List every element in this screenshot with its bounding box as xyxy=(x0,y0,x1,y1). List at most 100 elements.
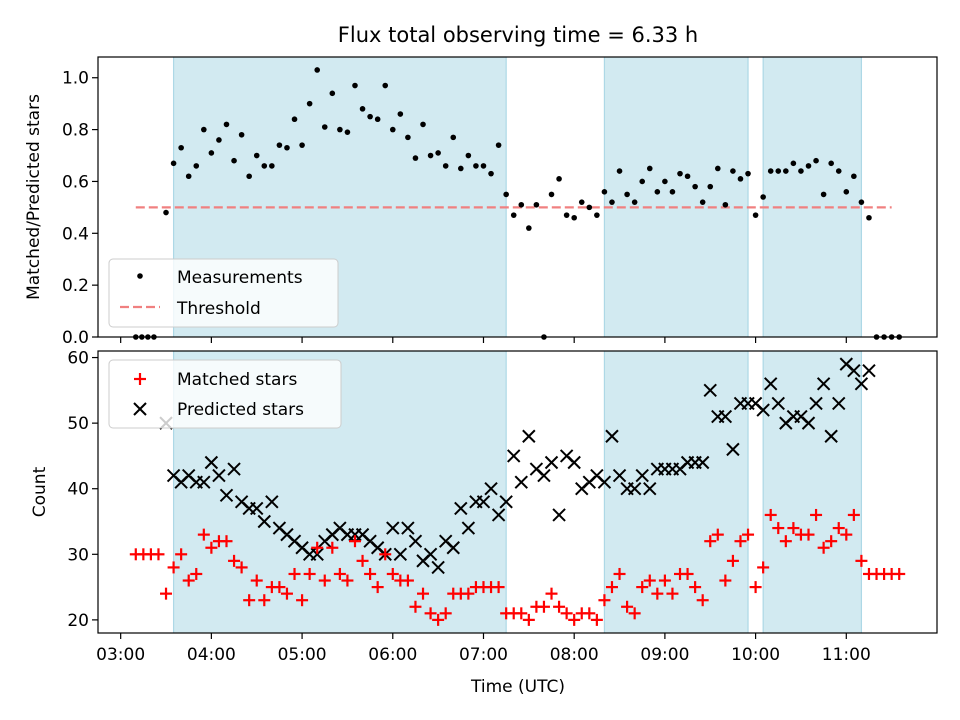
count-y-ticks: 20 30 40 50 60 xyxy=(67,349,98,631)
predicted-point-81 xyxy=(771,396,785,411)
measurement-point-50 xyxy=(510,212,517,218)
ratio-legend-box xyxy=(108,258,339,328)
ratio-window-1 xyxy=(604,57,749,337)
ratio-ytick-label-5: 1.0 xyxy=(62,69,89,89)
count-window-1 xyxy=(604,351,749,633)
count-points xyxy=(129,357,906,626)
matched-point-56 xyxy=(553,600,566,613)
ratio-x-ticks xyxy=(120,337,847,343)
matched-point-33 xyxy=(379,548,392,561)
matched-point-48 xyxy=(492,581,505,594)
matched-point-75 xyxy=(696,594,709,607)
ratio-observing-windows xyxy=(172,57,863,337)
measurement-point-22 xyxy=(299,142,305,148)
count-xtick-label-4: 07:00 xyxy=(459,645,508,665)
predicted-point-52 xyxy=(552,508,566,522)
matched-point-66 xyxy=(628,607,641,620)
predicted-point-92 xyxy=(854,377,869,391)
measurement-point-83 xyxy=(760,194,766,200)
matched-point-8 xyxy=(190,567,203,580)
ratio-measurement-points xyxy=(132,67,903,340)
matched-point-63 xyxy=(605,581,618,594)
measurement-point-59 xyxy=(578,199,585,205)
measurement-point-76 xyxy=(707,183,714,190)
matched-point-93 xyxy=(832,522,845,535)
measurement-point-85 xyxy=(775,168,782,174)
matched-point-87 xyxy=(787,522,800,535)
predicted-point-35 xyxy=(423,547,438,562)
measurement-point-57 xyxy=(563,212,570,218)
measurement-point-34 xyxy=(389,126,396,133)
count-legend-box xyxy=(108,359,342,429)
count-xtick-label-0: 03:00 xyxy=(96,645,145,665)
predicted-point-71 xyxy=(695,455,710,470)
count-xtick-label-6: 09:00 xyxy=(640,645,689,665)
measurement-point-94 xyxy=(843,189,850,195)
measurement-point-47 xyxy=(488,170,494,177)
predicted-point-80 xyxy=(764,377,778,391)
ratio-y-label: Matched/Predicted stars xyxy=(24,94,44,300)
predicted-point-87 xyxy=(816,377,831,391)
measurement-point-6 xyxy=(178,144,184,151)
measurement-point-44 xyxy=(465,152,472,159)
measurement-point-93 xyxy=(835,168,842,174)
measurement-point-87 xyxy=(790,160,797,167)
predicted-point-38 xyxy=(446,541,460,555)
count-panel: 20 30 40 50 60 03:00 04:00 05:00 06:00 07:00 08:0… xyxy=(30,349,938,697)
measurement-point-5 xyxy=(170,160,177,167)
matched-point-5 xyxy=(167,561,180,574)
matched-point-96 xyxy=(855,554,868,567)
matched-point-84 xyxy=(764,508,777,521)
count-x-label: Time (UTC) xyxy=(470,677,565,697)
predicted-point-72 xyxy=(703,383,717,398)
predicted-point-39 xyxy=(454,501,468,516)
predicted-point-88 xyxy=(824,429,838,443)
matched-point-60 xyxy=(583,607,596,620)
matched-point-40 xyxy=(432,613,445,626)
count-xtick-label-3: 06:00 xyxy=(368,645,417,665)
count-x-ticks: 03:00 04:00 05:00 06:00 07:00 08:00 09:00 10:00… xyxy=(96,633,871,665)
matched-point-54 xyxy=(537,600,550,613)
predicted-point-85 xyxy=(801,416,816,430)
measurement-point-17 xyxy=(261,163,268,169)
predicted-point-50 xyxy=(537,468,551,483)
measurement-point-88 xyxy=(798,168,804,174)
measurement-point-71 xyxy=(669,189,676,195)
measurement-point-55 xyxy=(548,191,555,198)
predicted-point-45 xyxy=(499,495,513,509)
legend-threshold-label: Threshold xyxy=(176,299,261,319)
measurement-point-9 xyxy=(201,126,207,133)
ratio-ytick-label-4: 0.8 xyxy=(62,121,89,141)
matched-point-86 xyxy=(779,535,792,548)
measurement-point-97 xyxy=(866,214,872,221)
measurement-point-45 xyxy=(473,163,479,169)
matched-point-51 xyxy=(515,607,528,620)
matched-point-17 xyxy=(258,594,271,607)
measurement-point-29 xyxy=(352,82,358,89)
predicted-point-44 xyxy=(491,508,506,522)
predicted-point-91 xyxy=(847,363,861,378)
count-xtick-label-5: 08:00 xyxy=(550,645,599,665)
predicted-point-74 xyxy=(718,409,733,424)
matched-point-41 xyxy=(439,607,452,620)
measurement-point-15 xyxy=(246,173,252,180)
measurement-point-40 xyxy=(435,150,441,156)
measurement-point-13 xyxy=(231,157,237,164)
measurement-point-51 xyxy=(518,201,525,208)
chart-title: Flux total observing time = 6.33 h xyxy=(338,23,698,47)
measurement-point-48 xyxy=(495,142,502,148)
ratio-panel: 0.0 0.2 0.4 0.6 0.8 1.0 Matched/Predicted sta… xyxy=(24,56,938,348)
count-xtick-label-8: 11:00 xyxy=(822,645,871,665)
measurement-point-19 xyxy=(276,142,283,148)
measurement-point-96 xyxy=(858,199,865,205)
measurement-point-16 xyxy=(253,152,260,159)
measurement-point-43 xyxy=(458,165,464,172)
measurement-point-21 xyxy=(291,116,298,123)
count-ytick-label-1: 30 xyxy=(67,545,89,565)
matched-point-38 xyxy=(417,587,430,600)
predicted-point-7 xyxy=(212,468,226,483)
measurement-point-30 xyxy=(359,106,366,112)
measurement-point-78 xyxy=(722,201,729,208)
predicted-point-93 xyxy=(862,363,876,378)
